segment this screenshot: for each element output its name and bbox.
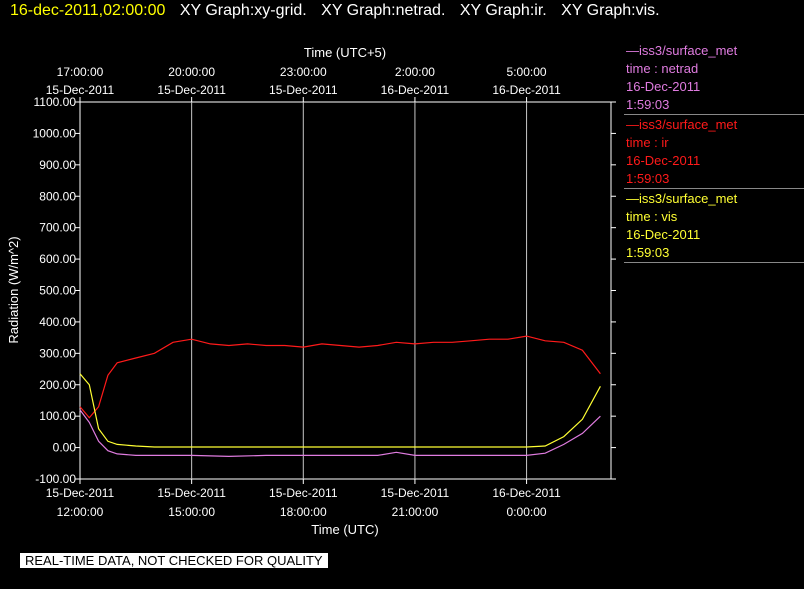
graph-title-xy-grid[interactable]: XY Graph:xy-grid. — [179, 2, 307, 19]
legend-source: —iss3/surface_met — [626, 43, 738, 58]
x-axis-title: Time (UTC) — [311, 522, 378, 537]
legend-time: 1:59:03 — [626, 171, 670, 186]
x-tick-label-date: 15-Dec-2011 — [46, 486, 115, 500]
y-tick-label: 200.00 — [39, 378, 76, 392]
x-tick-label-date: 15-Dec-2011 — [381, 486, 450, 500]
legend-date: 16-Dec-2011 — [626, 227, 701, 242]
x-tick-label-time: 18:00:00 — [280, 505, 327, 519]
x2-tick-label-date: 16-Dec-2011 — [492, 83, 561, 97]
graph-title-netrad[interactable]: XY Graph:netrad. — [321, 2, 446, 19]
x2-tick-label-date: 15-Dec-2011 — [269, 83, 338, 97]
quality-notice: REAL-TIME DATA, NOT CHECKED FOR QUALITY — [20, 553, 328, 568]
x-tick-label-date: 15-Dec-2011 — [157, 486, 226, 500]
x-tick-label-time: 0:00:00 — [507, 505, 547, 519]
legend-label: time : netrad — [626, 61, 699, 76]
series-line-netrad — [79, 409, 601, 458]
plot-frame — [79, 101, 612, 480]
x-tick-label-time: 12:00:00 — [57, 505, 104, 519]
x2-tick-label-date: 16-Dec-2011 — [381, 83, 450, 97]
legend-entry-vis[interactable]: —iss3/surface_met time : vis 16-Dec-2011… — [624, 190, 804, 263]
graph-title-ir[interactable]: XY Graph:ir. — [459, 2, 547, 19]
y-tick-label: 1100.00 — [34, 95, 77, 109]
y-tick-label: -100.00 — [35, 472, 76, 486]
x-tick-label-time: 15:00:00 — [168, 505, 215, 519]
y-tick-label: 600.00 — [39, 252, 76, 266]
y-tick-label: 400.00 — [39, 315, 76, 329]
legend-date: 16-Dec-2011 — [626, 153, 701, 168]
x2-tick-label-date: 15-Dec-2011 — [157, 83, 226, 97]
y-axis-title: Radiation (W/m^2) — [6, 236, 21, 343]
legend-source: —iss3/surface_met — [626, 117, 738, 132]
legend-time: 1:59:03 — [626, 245, 670, 260]
x2-tick-label-time: 17:00:00 — [57, 65, 104, 79]
y-tick-label: 1000.00 — [33, 126, 77, 140]
legend: —iss3/surface_met time : netrad 16-Dec-2… — [624, 42, 804, 264]
legend-time: 1:59:03 — [626, 97, 670, 112]
legend-date: 16-Dec-2011 — [626, 79, 701, 94]
y-tick-label: 0.00 — [53, 441, 77, 455]
series-line-ir — [79, 335, 601, 419]
x2-tick-label-time: 5:00:00 — [507, 65, 547, 79]
x2-tick-label-time: 20:00:00 — [168, 65, 215, 79]
legend-label: time : vis — [626, 209, 678, 224]
x2-axis-title: Time (UTC+5) — [304, 45, 386, 60]
legend-source: —iss3/surface_met — [626, 191, 738, 206]
legend-entry-ir[interactable]: —iss3/surface_met time : ir 16-Dec-2011 … — [624, 116, 804, 189]
legend-label: time : ir — [626, 135, 669, 150]
x-tick-label-time: 21:00:00 — [392, 505, 439, 519]
timestamp: 16-dec-2011,02:00:00 — [10, 2, 166, 19]
graph-header: 16-dec-2011,02:00:00 XY Graph:xy-grid. X… — [0, 0, 660, 22]
series-line-vis — [79, 373, 601, 448]
y-tick-label: 100.00 — [39, 409, 76, 423]
graph-title-vis[interactable]: XY Graph:vis. — [561, 2, 660, 19]
y-tick-label: 900.00 — [39, 158, 76, 172]
x2-tick-label-time: 2:00:00 — [395, 65, 435, 79]
x2-tick-label-time: 23:00:00 — [280, 65, 327, 79]
legend-entry-netrad[interactable]: —iss3/surface_met time : netrad 16-Dec-2… — [624, 42, 804, 115]
x2-tick-label-date: 15-Dec-2011 — [46, 83, 115, 97]
y-tick-label: 300.00 — [39, 346, 76, 360]
y-tick-label: 700.00 — [39, 221, 76, 235]
y-tick-label: 800.00 — [39, 189, 76, 203]
x-tick-label-date: 15-Dec-2011 — [269, 486, 338, 500]
x-tick-label-date: 16-Dec-2011 — [492, 486, 561, 500]
y-tick-label: 500.00 — [39, 284, 76, 298]
